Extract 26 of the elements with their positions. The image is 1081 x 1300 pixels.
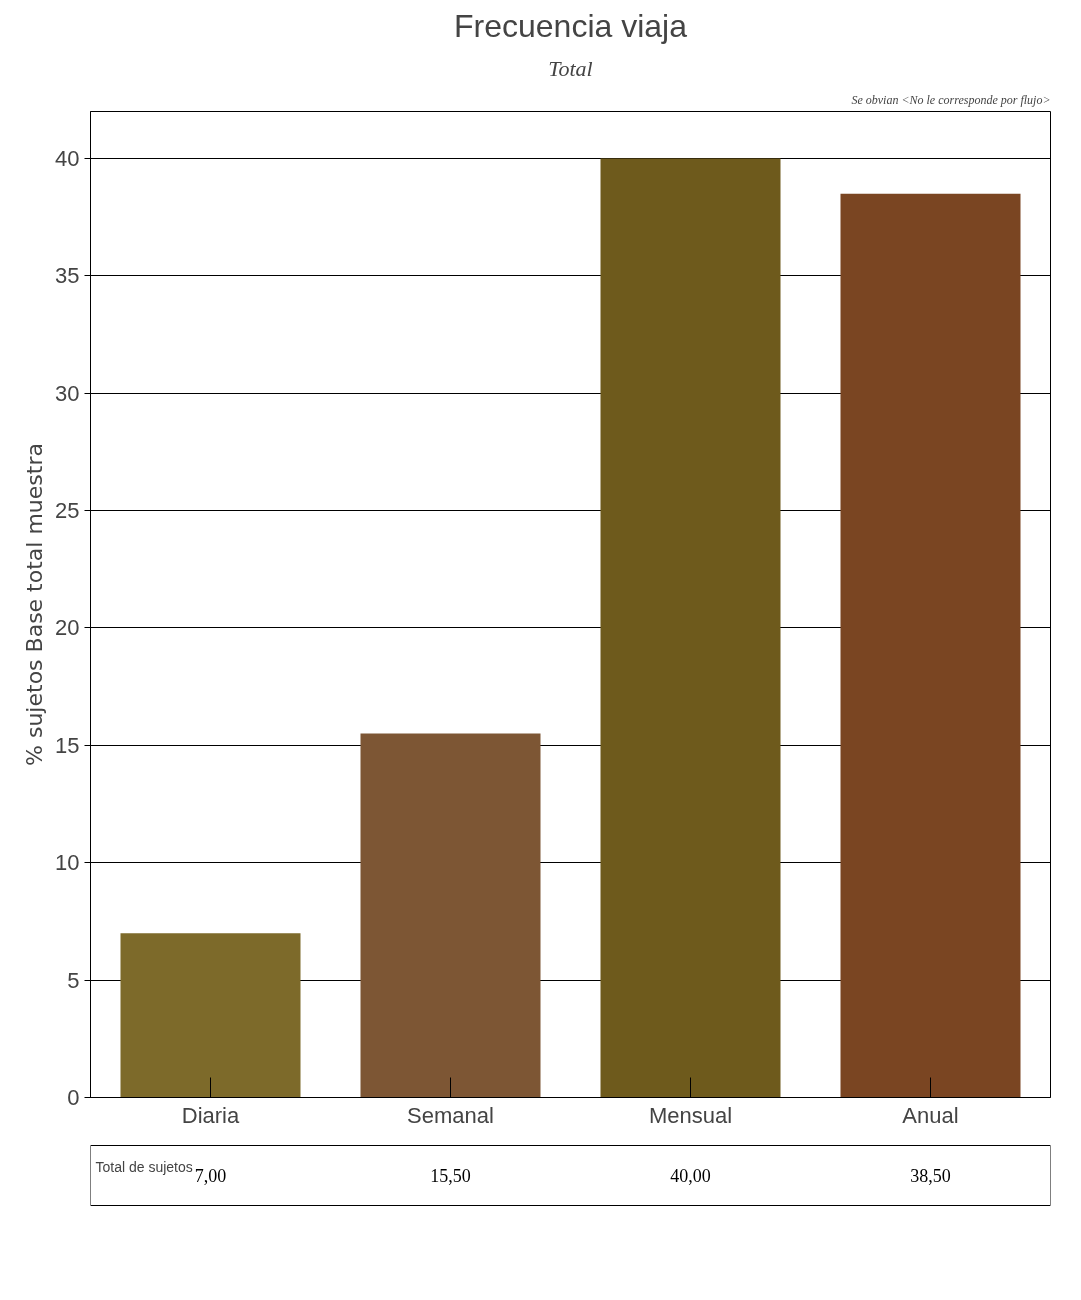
x-tick-label: Semanal <box>407 1102 494 1128</box>
bar <box>360 733 541 1098</box>
y-axis-title: % sujetos Base total muestra <box>22 443 48 766</box>
y-tick-label: 25 <box>55 498 80 524</box>
y-tick-label: 5 <box>67 967 80 993</box>
bar <box>120 933 301 1098</box>
text: Total de sujetos <box>95 1158 193 1175</box>
y-tick-label: 35 <box>55 263 80 289</box>
text: Se obvian <No le corresponde por flujo> <box>851 92 1051 107</box>
data-label: 7,00 <box>194 1166 227 1186</box>
data-label: 38,50 <box>910 1166 951 1186</box>
data-label: 15,50 <box>430 1166 471 1186</box>
y-tick-label: 40 <box>55 145 80 171</box>
data-label: 40,00 <box>670 1166 711 1186</box>
chart-subtitle: Total <box>548 55 593 81</box>
chart-title: Frecuencia viaja <box>454 7 688 44</box>
x-tick-label: Diaria <box>181 1102 240 1128</box>
y-tick-label: 10 <box>55 850 80 876</box>
y-tick-label: 15 <box>55 732 80 758</box>
y-tick-label: 20 <box>55 615 80 641</box>
y-tick-label: 0 <box>67 1085 80 1110</box>
x-tick-label: Mensual <box>648 1102 733 1128</box>
x-tick-label: Anual <box>902 1102 959 1128</box>
y-tick-label: 30 <box>55 380 80 406</box>
bar <box>600 158 781 1098</box>
bar <box>840 193 1021 1098</box>
